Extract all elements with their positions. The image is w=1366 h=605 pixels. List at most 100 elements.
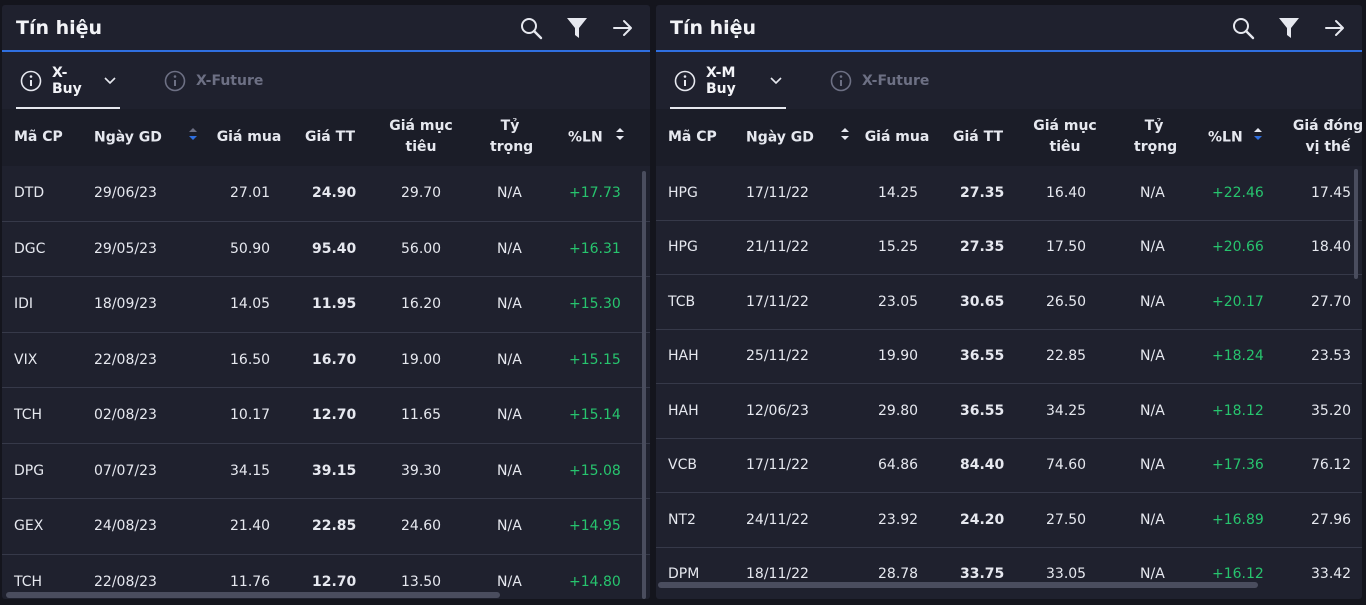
cell-ngay-gd: 21/11/22 — [746, 239, 809, 256]
cell-ngay-gd: 17/11/22 — [746, 293, 809, 310]
cell-ty-trong: N/A — [497, 185, 522, 202]
sort-desc-icon[interactable] — [1253, 127, 1263, 148]
table-row[interactable]: HPG 21/11/22 15.25 27.35 17.50 N/A +20.66 18.40 — [656, 221, 1362, 275]
cell-ma-cp: VCB — [668, 457, 697, 474]
cell-ma-cp: DTD — [14, 185, 45, 202]
cell-ln: +15.30 — [569, 296, 621, 313]
info-icon — [20, 70, 42, 92]
filter-icon[interactable] — [564, 15, 590, 41]
cell-ln: +22.46 — [1212, 184, 1264, 201]
cell-ngay-gd: 07/07/23 — [94, 462, 157, 479]
cell-ngay-gd: 24/08/23 — [94, 518, 157, 535]
col-label: %LN — [1208, 129, 1243, 146]
sort-icon[interactable] — [840, 127, 850, 148]
col-gia-mua[interactable]: Giá mua — [864, 129, 930, 145]
search-icon[interactable] — [1230, 15, 1256, 41]
table-header: Mã CP Ngày GD Giá mua Giá TT Giá mục tiêu… — [2, 109, 650, 166]
cell-gia-mua: 29.80 — [878, 402, 919, 419]
horizontal-scrollbar[interactable] — [658, 582, 1258, 588]
tab-x-future[interactable]: X-Future — [160, 53, 267, 109]
arrow-right-icon[interactable] — [1322, 15, 1348, 41]
cell-gia-muc-tieu: 34.25 — [1046, 402, 1087, 419]
filter-icon[interactable] — [1276, 15, 1302, 41]
cell-ma-cp: DPG — [14, 462, 45, 479]
cell-gia-tt: 30.65 — [960, 293, 1005, 310]
arrow-right-icon[interactable] — [610, 15, 636, 41]
table-row[interactable]: GEX 24/08/23 21.40 22.85 24.60 N/A +14.95 — [2, 499, 650, 555]
table-row[interactable]: NT2 24/11/22 23.92 24.20 27.50 N/A +16.89 27.96 — [656, 493, 1362, 548]
cell-ngay-gd: 18/11/22 — [746, 566, 809, 583]
cell-gia-tt: 11.95 — [312, 296, 357, 313]
sort-icon[interactable] — [615, 127, 625, 148]
cell-gia-tt: 36.55 — [960, 402, 1005, 419]
search-icon[interactable] — [518, 15, 544, 41]
col-ngay-gd[interactable]: Ngày GD — [746, 127, 850, 149]
cell-gia-mua: 28.78 — [878, 566, 919, 583]
col-ln[interactable]: %LN — [568, 127, 625, 149]
table-row[interactable]: IDI 18/09/23 14.05 11.95 16.20 N/A +15.30 — [2, 277, 650, 333]
col-gia-tt[interactable]: Giá TT — [304, 129, 356, 145]
table-row[interactable]: HPG 17/11/22 14.25 27.35 16.40 N/A +22.46 17.45 — [656, 166, 1362, 221]
col-ty-trong[interactable]: Tỷ trọng — [490, 118, 534, 155]
cell-gia-muc-tieu: 16.20 — [401, 296, 442, 313]
col-label: %LN — [568, 129, 603, 146]
cell-gia-dong-vi-the: 27.96 — [1311, 511, 1352, 528]
cell-gia-tt: 36.55 — [960, 348, 1005, 365]
horizontal-scrollbar[interactable] — [6, 592, 500, 598]
table-row[interactable]: DPM 18/11/22 28.78 33.75 33.05 N/A +16.12 33.42 — [656, 548, 1362, 600]
vertical-scrollbar[interactable] — [1354, 169, 1358, 279]
cell-gia-mua: 50.90 — [230, 240, 271, 257]
col-gia-tt[interactable]: Giá TT — [952, 129, 1004, 145]
col-ma-cp[interactable]: Mã CP — [14, 129, 63, 145]
table-row[interactable]: HAH 12/06/23 29.80 36.55 34.25 N/A +18.12 35.20 — [656, 384, 1362, 439]
col-ma-cp[interactable]: Mã CP — [668, 129, 717, 145]
cell-ma-cp: HPG — [668, 184, 698, 201]
cell-gia-muc-tieu: 26.50 — [1046, 293, 1087, 310]
cell-gia-dong-vi-the: 17.45 — [1311, 184, 1352, 201]
table-row[interactable]: HAH 25/11/22 19.90 36.55 22.85 N/A +18.24 23.53 — [656, 330, 1362, 384]
cell-ty-trong: N/A — [497, 240, 522, 257]
col-ty-trong[interactable]: Tỷ trọng — [1134, 118, 1178, 155]
vertical-scrollbar[interactable] — [642, 171, 646, 599]
cell-ngay-gd: 02/08/23 — [94, 407, 157, 424]
tab-bar: X-Buy X-Future — [2, 52, 650, 109]
cell-ma-cp: GEX — [14, 518, 44, 535]
col-gia-muc-tieu[interactable]: Giá mục tiêu — [1033, 118, 1097, 155]
table-row[interactable]: TCH 02/08/23 10.17 12.70 11.65 N/A +15.14 — [2, 388, 650, 444]
cell-ty-trong: N/A — [1140, 184, 1165, 201]
cell-ma-cp: DGC — [14, 240, 46, 257]
cell-gia-dong-vi-the: 23.53 — [1311, 348, 1352, 365]
cell-gia-muc-tieu: 19.00 — [401, 351, 442, 368]
table-row[interactable]: DPG 07/07/23 34.15 39.15 39.30 N/A +15.08 — [2, 444, 650, 499]
panel-header: Tín hiệu — [656, 5, 1362, 52]
tab-x-buy[interactable]: X-Buy — [16, 53, 120, 109]
cell-ngay-gd: 29/05/23 — [94, 240, 157, 257]
col-gia-dong-vi-the[interactable]: Giá đóng vị thế — [1292, 118, 1362, 155]
cell-ma-cp: TCH — [14, 407, 43, 424]
table-row[interactable]: VIX 22/08/23 16.50 16.70 19.00 N/A +15.15 — [2, 333, 650, 388]
cell-gia-mua: 14.05 — [230, 296, 271, 313]
table-row[interactable]: TCH 22/08/23 11.76 12.70 13.50 N/A +14.80 — [2, 555, 650, 600]
table-row[interactable]: TCB 17/11/22 23.05 30.65 26.50 N/A +20.17 27.70 — [656, 275, 1362, 330]
cell-ln: +14.80 — [569, 573, 621, 590]
cell-gia-mua: 34.15 — [230, 462, 271, 479]
tab-bar: X-M Buy X-Future — [656, 52, 1362, 109]
cell-ngay-gd: 25/11/22 — [746, 348, 809, 365]
table-row[interactable]: VCB 17/11/22 64.86 84.40 74.60 N/A +17.36 76.12 — [656, 439, 1362, 493]
table-row[interactable]: DGC 29/05/23 50.90 95.40 56.00 N/A +16.31 — [2, 222, 650, 277]
tab-x-future[interactable]: X-Future — [826, 53, 933, 109]
cell-ln: +15.14 — [569, 407, 621, 424]
sort-desc-icon[interactable] — [188, 127, 198, 148]
cell-ngay-gd: 22/08/23 — [94, 351, 157, 368]
cell-ty-trong: N/A — [497, 518, 522, 535]
col-gia-mua[interactable]: Giá mua — [216, 129, 282, 145]
cell-gia-mua: 27.01 — [230, 185, 271, 202]
table-row[interactable]: DTD 29/06/23 27.01 24.90 29.70 N/A +17.73 — [2, 166, 650, 222]
col-ngay-gd[interactable]: Ngày GD — [94, 127, 198, 149]
cell-ty-trong: N/A — [1140, 239, 1165, 256]
tab-x-m-buy[interactable]: X-M Buy — [670, 53, 786, 109]
cell-gia-muc-tieu: 27.50 — [1046, 511, 1087, 528]
col-gia-muc-tieu[interactable]: Giá mục tiêu — [389, 118, 453, 155]
cell-gia-dong-vi-the: 18.40 — [1311, 239, 1352, 256]
col-ln[interactable]: %LN — [1208, 127, 1263, 149]
